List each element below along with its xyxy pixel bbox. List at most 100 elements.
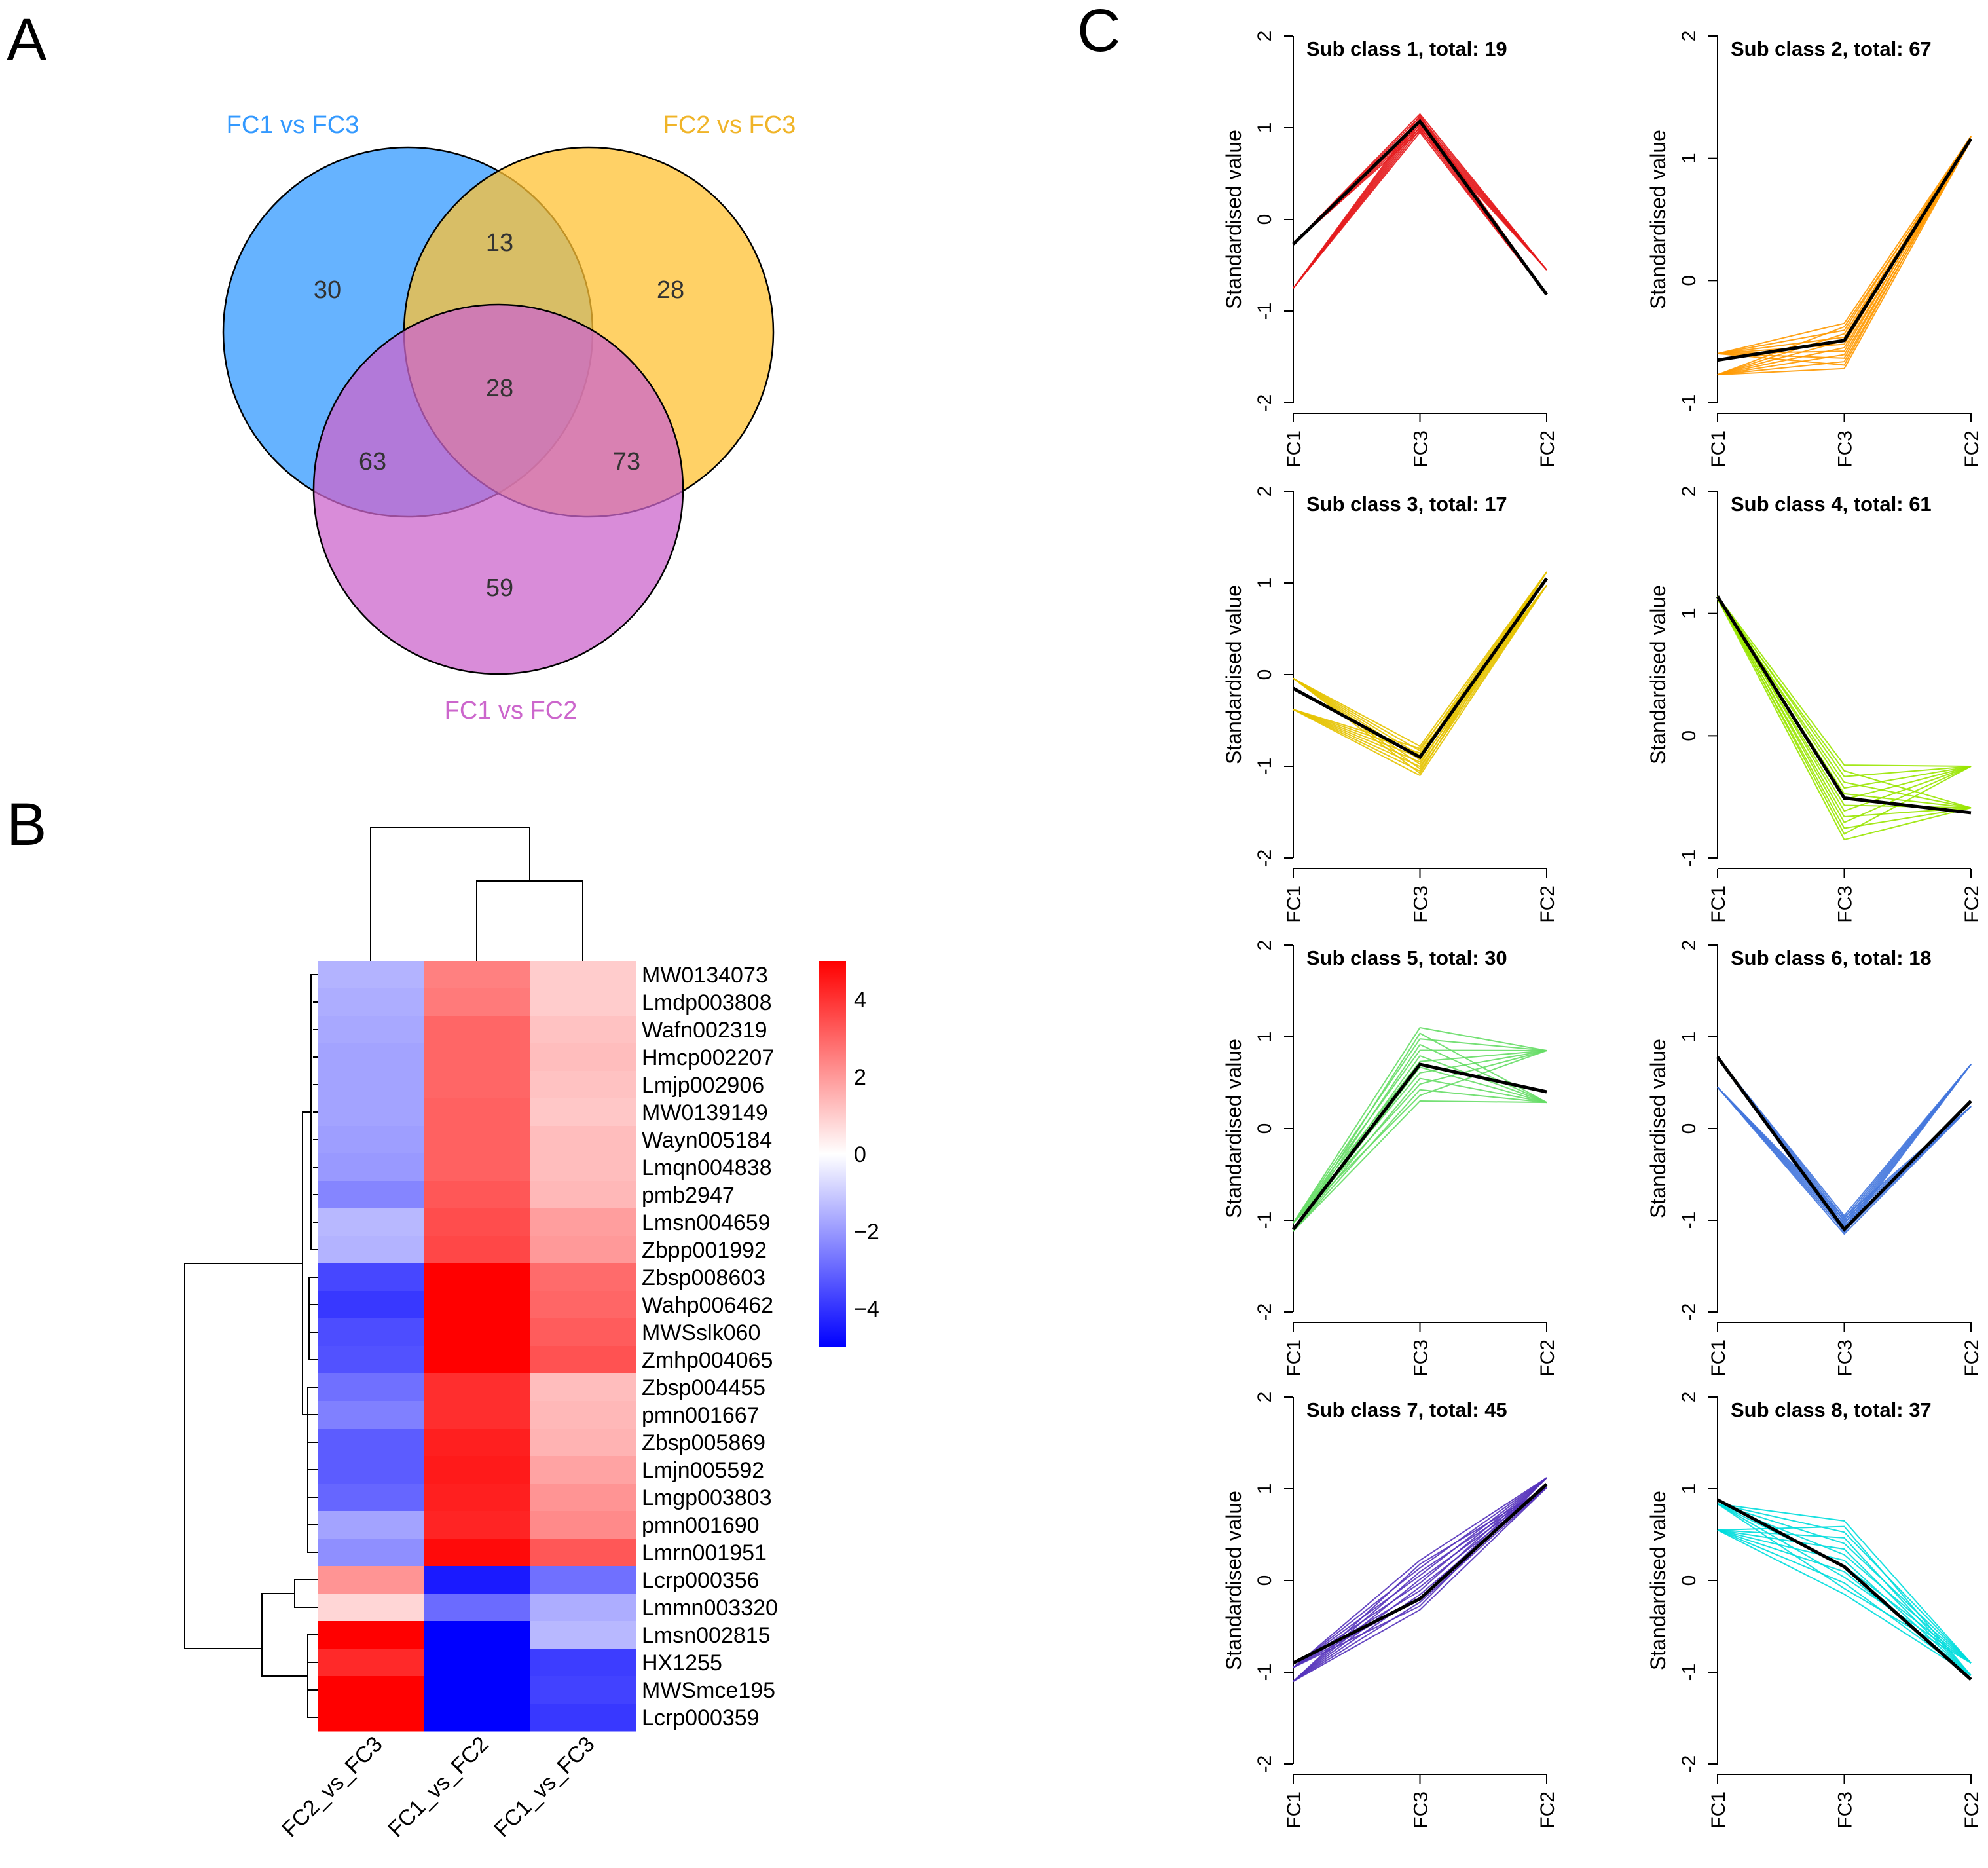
- y-tick-label: 2: [1678, 486, 1700, 497]
- heatmap-cell: [530, 1071, 636, 1099]
- mean-profile-line: [1292, 1483, 1548, 1665]
- profile-line: [1717, 136, 1972, 359]
- heatmap-cell: [318, 1236, 424, 1264]
- mean-profile-line: [1716, 1498, 1972, 1681]
- x-tick-label: FC3: [1835, 886, 1856, 923]
- x-tick-label: FC1: [1283, 1791, 1305, 1829]
- y-tick-label: 1: [1254, 1032, 1276, 1043]
- profile-line: [1293, 1089, 1547, 1232]
- x-tick-label: FC3: [1410, 1339, 1432, 1377]
- profile-line: [1717, 140, 1972, 376]
- x-tick-label: FC1: [1283, 1339, 1305, 1377]
- heatmap-row-label: Lmsn002815: [642, 1623, 771, 1648]
- heatmap-row-label: Wayn005184: [642, 1128, 772, 1153]
- x-tick-label: FC1: [1283, 430, 1305, 468]
- profile-line: [1717, 1057, 1972, 1217]
- y-tick-label: 2: [1254, 31, 1276, 42]
- venn-count-fc1-fc3-fc2-fc3: 13: [486, 229, 513, 257]
- x-tick-label: FC3: [1410, 886, 1432, 923]
- profile-line: [1717, 136, 1972, 354]
- y-tick-label: 2: [1254, 1392, 1276, 1403]
- legend-tick-label: 2: [854, 1065, 866, 1090]
- venn-diagram: FC1 vs FC3 FC2 vs FC3 FC1 vs FC2 30 28 1…: [222, 111, 796, 724]
- y-tick-label: 0: [1678, 1123, 1700, 1134]
- y-tick-label: 0: [1254, 1123, 1276, 1134]
- subclass-plot-2: -1 0 1 2 FC1 FC3 FC2 Standardised value Sub clas…: [1646, 31, 1983, 468]
- profile-line: [1293, 128, 1547, 295]
- heatmap-cell: [530, 1456, 636, 1484]
- profile-line: [1717, 1525, 1972, 1676]
- row-dendrogram-branch: [308, 1662, 318, 1691]
- profile-line: [1717, 1529, 1972, 1676]
- heatmap-cell: [424, 1676, 530, 1704]
- profile-line: [1717, 1503, 1972, 1664]
- profile-line: [1717, 598, 1972, 841]
- heatmap-cell: [318, 1071, 424, 1099]
- heatmap-cell: [530, 1704, 636, 1732]
- profile-line: [1293, 1477, 1547, 1668]
- profile-line: [1293, 571, 1547, 766]
- heatmap-row-label: Lmdp003808: [642, 990, 772, 1015]
- heatmap-row-label: Lmjn005592: [642, 1458, 764, 1483]
- y-axis-label: Standardised value: [1646, 1491, 1670, 1670]
- y-tick-label: -1: [1254, 303, 1276, 320]
- heatmap-row-label: Zmhp004065: [642, 1348, 773, 1373]
- profile-line: [1717, 1503, 1972, 1664]
- venn-set-label-fc1-fc2: FC1 vs FC2: [445, 697, 578, 724]
- heatmap-cell: [530, 1126, 636, 1154]
- y-tick-label: 1: [1678, 153, 1700, 164]
- heatmap-cell: [318, 1373, 424, 1402]
- heatmap-cell: [318, 1456, 424, 1484]
- profile-line: [1717, 136, 1972, 354]
- heatmap-cell: [318, 1621, 424, 1649]
- heatmap-cell: [424, 1429, 530, 1457]
- heatmap-cell: [318, 1263, 424, 1292]
- y-tick-label: 1: [1254, 1484, 1276, 1495]
- heatmap-row-label: Wahp006462: [642, 1293, 773, 1318]
- profile-line: [1293, 1077, 1547, 1232]
- heatmap-cell: [424, 1043, 530, 1072]
- legend-tick-label: −4: [854, 1297, 879, 1322]
- y-tick-label: 0: [1678, 730, 1700, 741]
- heatmap-cell: [424, 1594, 530, 1622]
- row-dendrogram-branch: [294, 1579, 318, 1608]
- profile-line: [1717, 598, 1972, 809]
- subplot-title: Sub class 4, total: 61: [1731, 493, 1932, 515]
- subclass-plot-4: -1 0 1 2 FC1 FC3 FC2 Standardised value Sub clas…: [1646, 486, 1983, 923]
- x-tick-label: FC2: [1961, 430, 1983, 468]
- panel-label-b: B: [7, 791, 46, 858]
- heatmap-cell: [318, 1043, 424, 1072]
- heatmap-cell: [530, 1429, 636, 1457]
- y-tick-label: 1: [1678, 1484, 1700, 1495]
- heatmap-cell: [424, 1263, 530, 1292]
- row-dendrogram-branch: [261, 1593, 308, 1677]
- y-tick-label: -2: [1254, 1303, 1276, 1321]
- heatmap-cell: [530, 1676, 636, 1704]
- heatmap-cell: [424, 1484, 530, 1512]
- heatmap-cell: [424, 1153, 530, 1182]
- row-dendrogram-branch: [184, 1263, 262, 1649]
- heatmap-cell: [530, 1236, 636, 1264]
- subclass-line-charts: -2 -1 0 1 2 FC1 FC3 FC2 Standardised value Sub cl…: [1222, 31, 1983, 1829]
- heatmap-cell: [318, 1676, 424, 1704]
- heatmap-cell: [530, 1649, 636, 1677]
- profile-line: [1717, 595, 1972, 812]
- y-axis-label: Standardised value: [1222, 585, 1245, 764]
- heatmap-cell: [530, 961, 636, 989]
- heatmap-row-label: Lmqn004838: [642, 1155, 772, 1180]
- subplot-title: Sub class 3, total: 17: [1306, 493, 1507, 515]
- heatmap-row-label: pmb2947: [642, 1183, 735, 1208]
- profile-line: [1293, 584, 1547, 763]
- profile-line: [1717, 595, 1972, 777]
- profile-line: [1293, 1487, 1547, 1682]
- heatmap-row-label: MWSmce195: [642, 1678, 775, 1703]
- venn-circle-fc1-fc2: [312, 303, 684, 675]
- heatmap-cell: [530, 1594, 636, 1622]
- subplot-title: Sub class 1, total: 19: [1306, 37, 1507, 60]
- x-tick-label: FC2: [1961, 886, 1983, 923]
- subclass-plot-1: -2 -1 0 1 2 FC1 FC3 FC2 Standardised value Sub cl…: [1222, 31, 1558, 468]
- y-tick-label: -1: [1254, 1212, 1276, 1229]
- x-tick-label: FC3: [1835, 1339, 1856, 1377]
- y-tick-label: -2: [1254, 1755, 1276, 1773]
